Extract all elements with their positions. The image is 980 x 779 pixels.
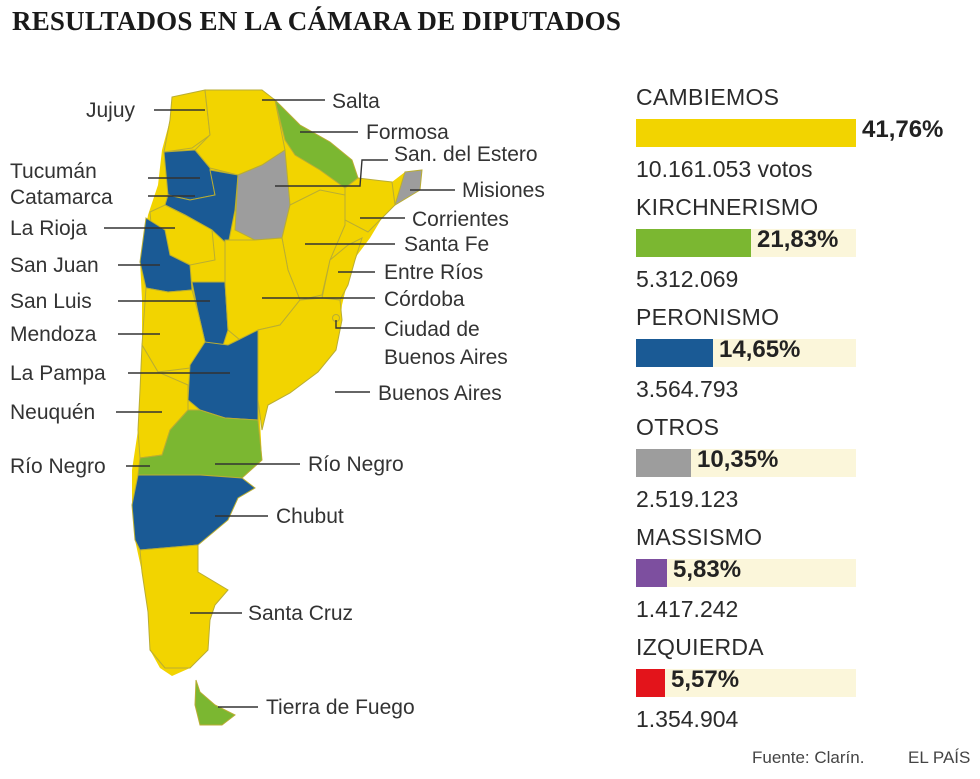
province-chubut — [131, 474, 256, 551]
map-label-santa-fe: Santa Fe — [404, 233, 489, 256]
map-label-san-luis: San Luis — [10, 290, 92, 313]
bar-track — [636, 119, 856, 147]
party-row-massismo: MASSISMO 5,83% 1.417.242 — [636, 524, 966, 634]
source-note: Fuente: Clarín. — [752, 748, 865, 767]
map-label-jujuy: Jujuy — [86, 99, 136, 122]
bar-fill — [636, 559, 667, 587]
map-label-chubut: Chubut — [276, 505, 344, 528]
chart-title: RESULTADOS EN LA CÁMARA DE DIPUTADOS — [12, 6, 622, 36]
map-label-san-juan: San Juan — [10, 254, 99, 277]
map-label-mendoza: Mendoza — [10, 323, 97, 346]
leader-sgo-estero — [275, 159, 388, 187]
map-leader-lines — [104, 99, 455, 708]
percent-label: 5,57% — [671, 666, 740, 693]
map-label-sgo-estero: San. del Estero — [394, 143, 538, 166]
percent-label: 21,83% — [757, 226, 839, 253]
province-santa-cruz — [139, 544, 229, 669]
bar-fill — [636, 669, 665, 697]
bar-track — [636, 229, 856, 257]
party-name-label: IZQUIERDA — [636, 634, 764, 660]
party-row-peronismo: PERONISMO 14,65% 3.564.793 — [636, 304, 966, 414]
map-label-corrientes: Corrientes — [412, 208, 509, 231]
bar-fill — [636, 119, 856, 147]
map-label-neuquen: Neuquén — [10, 401, 95, 424]
map-label-ciudad-1: Ciudad de — [384, 318, 480, 341]
party-row-izquierda: IZQUIERDA 5,57% 1.354.904 — [636, 634, 966, 744]
party-name-label: CAMBIEMOS — [636, 84, 780, 110]
map-label-buenos-aires: Buenos Aires — [378, 382, 502, 405]
party-name-label: PERONISMO — [636, 304, 780, 330]
party-row-otros: OTROS 10,35% 2.519.123 — [636, 414, 966, 524]
province-misiones — [394, 169, 423, 207]
votes-label: 10.161.053 votos — [636, 156, 813, 182]
map-label-misiones: Misiones — [462, 179, 545, 202]
results-bar-chart: CAMBIEMOS 41,76% 10.161.053 votos KIRCHN… — [636, 84, 966, 744]
party-name-label: MASSISMO — [636, 524, 763, 550]
map-label-tucuman: Tucumán — [10, 160, 97, 183]
map-label-la-pampa: La Pampa — [10, 362, 106, 385]
bar-track — [636, 449, 856, 477]
votes-label: 1.354.904 — [636, 706, 739, 732]
votes-label: 2.519.123 — [636, 486, 739, 512]
leader-ciudad — [335, 320, 375, 329]
bar-track — [636, 669, 856, 697]
province-buenos-aires — [257, 297, 343, 431]
percent-label: 14,65% — [719, 336, 801, 363]
party-row-cambiemos: CAMBIEMOS 41,76% 10.161.053 votos — [636, 84, 966, 194]
percent-label: 10,35% — [697, 446, 779, 473]
bar-track — [636, 339, 856, 367]
brand-credit: EL PAÍS — [908, 748, 971, 767]
percent-label: 41,76% — [862, 116, 944, 143]
map-label-catamarca: Catamarca — [10, 186, 113, 209]
map-label-entre-rios: Entre Ríos — [384, 261, 483, 284]
map-label-ciudad-2: Buenos Aires — [384, 346, 508, 369]
map-label-salta: Salta — [332, 90, 380, 113]
map-label-cordoba: Córdoba — [384, 288, 465, 311]
argentina-map: Jujuy Salta Formosa Tucumán Catamarca Sa… — [10, 89, 545, 726]
votes-label: 1.417.242 — [636, 596, 739, 622]
percent-label: 5,83% — [673, 556, 742, 583]
map-label-rio-negro-left: Río Negro — [10, 455, 106, 478]
bar-fill — [636, 449, 691, 477]
province-tierra-fuego — [194, 679, 236, 726]
bar-fill — [636, 339, 713, 367]
map-label-la-rioja: La Rioja — [10, 217, 87, 240]
votes-label: 3.564.793 — [636, 376, 739, 402]
bar-fill — [636, 229, 751, 257]
bar-track — [636, 559, 856, 587]
party-name-label: OTROS — [636, 414, 720, 440]
map-label-formosa: Formosa — [366, 121, 449, 144]
map-label-santa-cruz: Santa Cruz — [248, 602, 353, 625]
party-row-kirchnerismo: KIRCHNERISMO 21,83% 5.312.069 — [636, 194, 966, 304]
map-label-tierra-fuego: Tierra de Fuego — [266, 696, 415, 719]
province-corrientes — [344, 177, 396, 233]
votes-label: 5.312.069 — [636, 266, 739, 292]
province-la-pampa — [187, 329, 259, 421]
party-name-label: KIRCHNERISMO — [636, 194, 819, 220]
map-label-rio-negro-right: Río Negro — [308, 453, 404, 476]
